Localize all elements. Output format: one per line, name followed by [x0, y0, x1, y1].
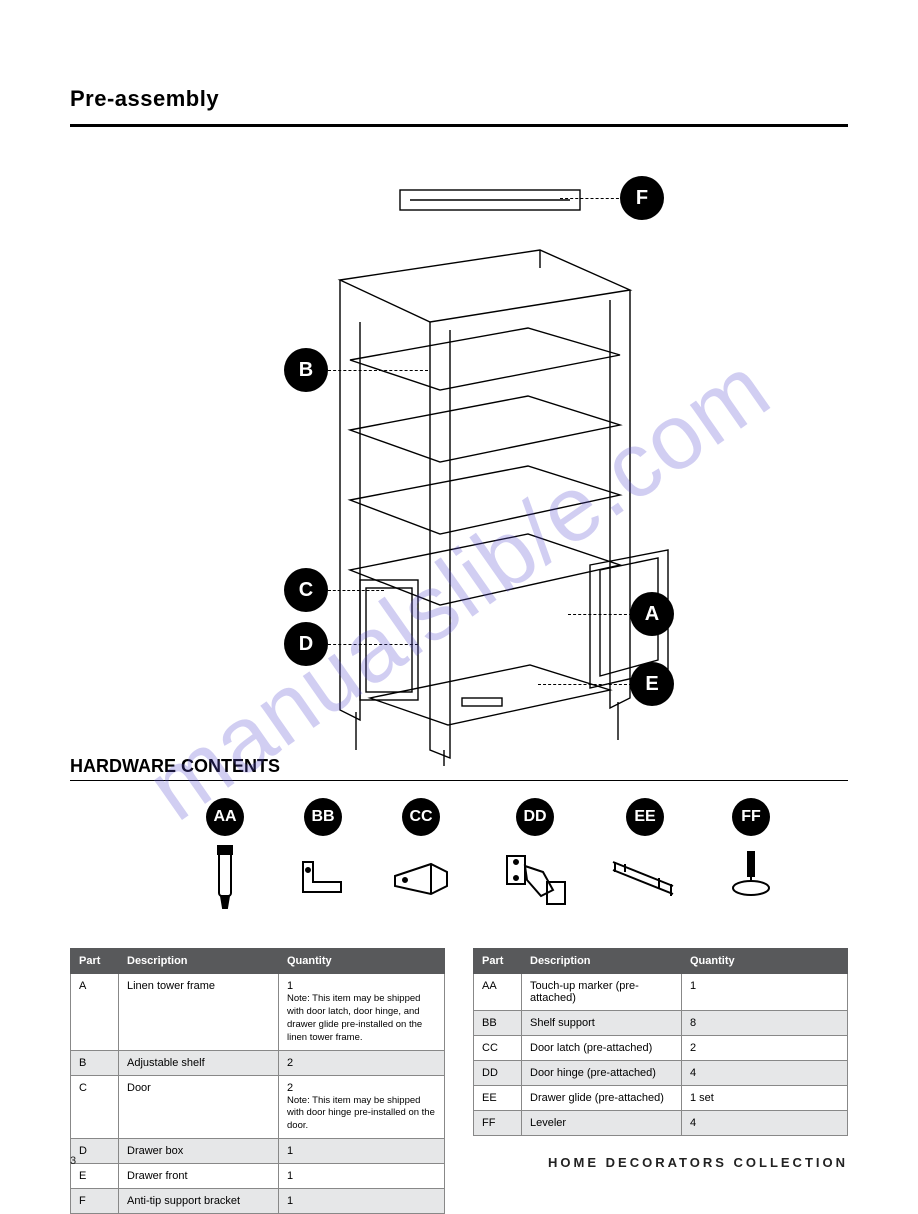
leader-b	[328, 370, 428, 371]
callout-f: F	[620, 176, 664, 220]
parts-table-left: Part Description Quantity A Linen tower …	[70, 948, 445, 1214]
hw-item-aa: AA	[180, 798, 270, 917]
cell: Anti-tip support bracket	[119, 1189, 279, 1214]
hardware-strip: HARDWARE CONTENTS AA BB CC	[70, 780, 848, 930]
shelf-support-icon	[283, 842, 363, 912]
cell: BB	[474, 1011, 522, 1036]
callout-d: D	[284, 622, 328, 666]
cell: FF	[474, 1111, 522, 1136]
cell: EE	[474, 1086, 522, 1111]
row-ee: EE Drawer glide (pre-attached) 1 set	[474, 1086, 848, 1111]
door-hinge-icon	[495, 842, 575, 912]
parts-table-right: Part Description Quantity AA Touch-up ma…	[473, 948, 848, 1136]
cell: 2	[279, 1050, 445, 1075]
row-b: B Adjustable shelf 2	[71, 1050, 445, 1075]
marker-icon	[185, 842, 265, 912]
cell: 1 set	[682, 1086, 848, 1111]
cell: Door latch (pre-attached)	[522, 1036, 682, 1061]
product-diagram: F B C D A E	[70, 150, 848, 770]
row-c: C Door 2 Note: This item may be shipped …	[71, 1075, 445, 1139]
hw-item-ee: EE	[600, 798, 690, 917]
footer-brand: HOME DECORATORS COLLECTION	[548, 1155, 848, 1170]
th-qty-l: Quantity	[279, 949, 445, 974]
page-number: 3	[70, 1155, 76, 1167]
cell: 8	[682, 1011, 848, 1036]
page-footer: 3 HOME DECORATORS COLLECTION	[70, 1155, 848, 1170]
callout-a: A	[630, 592, 674, 636]
heading-rule	[70, 124, 848, 127]
leader-e	[538, 684, 632, 685]
leader-f	[560, 198, 624, 199]
cell: Leveler	[522, 1111, 682, 1136]
hw-code-bb: BB	[304, 798, 342, 836]
callout-e: E	[630, 662, 674, 706]
callout-c: C	[284, 568, 328, 612]
cell: 2	[682, 1036, 848, 1061]
hw-code-aa: AA	[206, 798, 244, 836]
cell: Drawer glide (pre-attached)	[522, 1086, 682, 1111]
row-cc: CC Door latch (pre-attached) 2	[474, 1036, 848, 1061]
cell: Linen tower frame	[119, 974, 279, 1051]
th-part-r: Part	[474, 949, 522, 974]
row-bb: BB Shelf support 8	[474, 1011, 848, 1036]
cabinet-line-art	[70, 150, 848, 770]
page-heading: Pre-assembly	[70, 86, 219, 112]
qty-val: 2	[287, 1082, 293, 1094]
cell: Shelf support	[522, 1011, 682, 1036]
hw-item-bb: BB	[278, 798, 368, 917]
qty-note: Note: This item may be shipped with door…	[287, 1095, 435, 1132]
cell: 1 Note: This item may be shipped with do…	[279, 974, 445, 1051]
hw-code-cc: CC	[402, 798, 440, 836]
cell: AA	[474, 974, 522, 1011]
row-f: F Anti-tip support bracket 1	[71, 1189, 445, 1214]
callout-b: B	[284, 348, 328, 392]
cell: 4	[682, 1111, 848, 1136]
door-latch-icon	[381, 842, 461, 912]
drawer-glide-icon	[605, 842, 685, 912]
row-dd: DD Door hinge (pre-attached) 4	[474, 1061, 848, 1086]
th-part-l: Part	[71, 949, 119, 974]
cell: A	[71, 974, 119, 1051]
cell: 4	[682, 1061, 848, 1086]
page-body: Pre-assembly	[70, 60, 848, 1140]
cell: 2 Note: This item may be shipped with do…	[279, 1075, 445, 1139]
cell: Door hinge (pre-attached)	[522, 1061, 682, 1086]
cell: B	[71, 1050, 119, 1075]
cell: F	[71, 1189, 119, 1214]
cell: 1	[682, 974, 848, 1011]
row-ff: FF Leveler 4	[474, 1111, 848, 1136]
hw-item-ff: FF	[706, 798, 796, 917]
leader-a	[568, 614, 632, 615]
hw-code-ee: EE	[626, 798, 664, 836]
leader-c	[328, 590, 384, 591]
table-right-wrap: Part Description Quantity AA Touch-up ma…	[473, 948, 848, 1214]
cell: DD	[474, 1061, 522, 1086]
hardware-heading: HARDWARE CONTENTS	[70, 756, 280, 777]
leveler-icon	[711, 842, 791, 912]
row-a: A Linen tower frame 1 Note: This item ma…	[71, 974, 445, 1051]
th-qty-r: Quantity	[682, 949, 848, 974]
th-desc-l: Description	[119, 949, 279, 974]
hw-code-ff: FF	[732, 798, 770, 836]
cell: CC	[474, 1036, 522, 1061]
qty-note: Note: This item may be shipped with door…	[287, 993, 422, 1043]
table-left-wrap: Part Description Quantity A Linen tower …	[70, 948, 445, 1214]
row-aa: AA Touch-up marker (pre-attached) 1	[474, 974, 848, 1011]
cell: 1	[279, 1189, 445, 1214]
leader-d	[328, 644, 418, 645]
cell: Adjustable shelf	[119, 1050, 279, 1075]
hw-item-cc: CC	[376, 798, 466, 917]
th-desc-r: Description	[522, 949, 682, 974]
cell: C	[71, 1075, 119, 1139]
hardware-rule	[70, 780, 848, 781]
cell: Touch-up marker (pre-attached)	[522, 974, 682, 1011]
cell: Door	[119, 1075, 279, 1139]
qty-val: 1	[287, 980, 293, 992]
hw-code-dd: DD	[516, 798, 554, 836]
parts-tables: Part Description Quantity A Linen tower …	[70, 948, 848, 1214]
hw-item-dd: DD	[490, 798, 580, 917]
